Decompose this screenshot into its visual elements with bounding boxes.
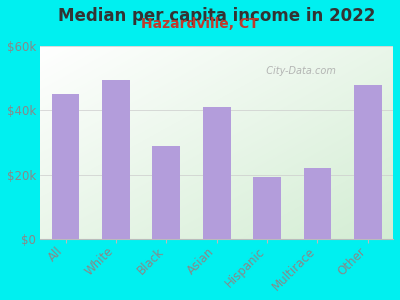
Bar [203, 107, 230, 239]
Text: Hazardville, CT: Hazardville, CT [141, 17, 259, 32]
Bar [102, 80, 130, 239]
Bar [152, 146, 180, 239]
Bar [354, 85, 382, 239]
Bar [253, 176, 281, 239]
Text: City-Data.com: City-Data.com [260, 66, 336, 76]
Bar [304, 169, 331, 239]
Bar [52, 94, 80, 239]
Title: Median per capita income in 2022: Median per capita income in 2022 [58, 7, 375, 25]
